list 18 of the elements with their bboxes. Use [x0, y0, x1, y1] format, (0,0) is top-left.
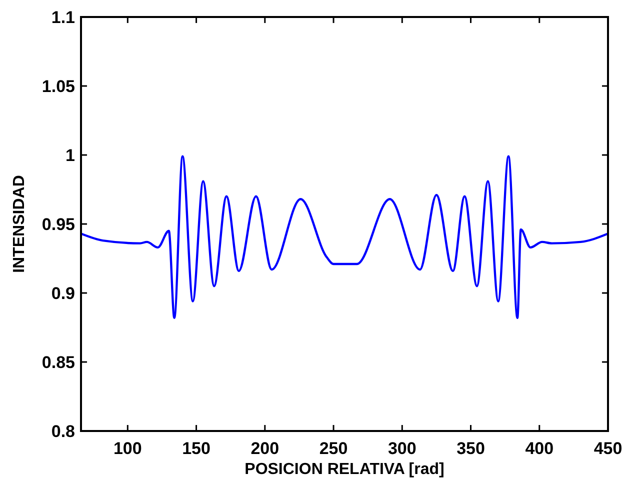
- x-tick-label: 200: [250, 439, 280, 458]
- y-tick-label: 0.95: [42, 215, 75, 234]
- x-tick-label: 300: [388, 439, 416, 458]
- x-tick-label: 250: [319, 439, 348, 458]
- x-tick-label: 400: [525, 439, 554, 458]
- x-tick-label: 350: [456, 439, 485, 458]
- y-tick-label: 0.8: [51, 422, 75, 441]
- y-tick-label: 0.9: [51, 284, 75, 303]
- line-series: [80, 155, 610, 319]
- x-axis-title: POSICION RELATIVA [rad]: [244, 461, 444, 478]
- x-tick-label: 100: [113, 439, 142, 458]
- y-tick-label: 1.05: [42, 77, 75, 96]
- y-axis-title: INTENSIDAD: [11, 175, 28, 273]
- x-tick-label: 150: [182, 439, 210, 458]
- x-tick-label: 450: [594, 439, 622, 458]
- y-tick-label: 1: [66, 146, 75, 165]
- y-tick-label: 0.85: [42, 353, 75, 372]
- y-tick-label: 1.1: [51, 8, 75, 27]
